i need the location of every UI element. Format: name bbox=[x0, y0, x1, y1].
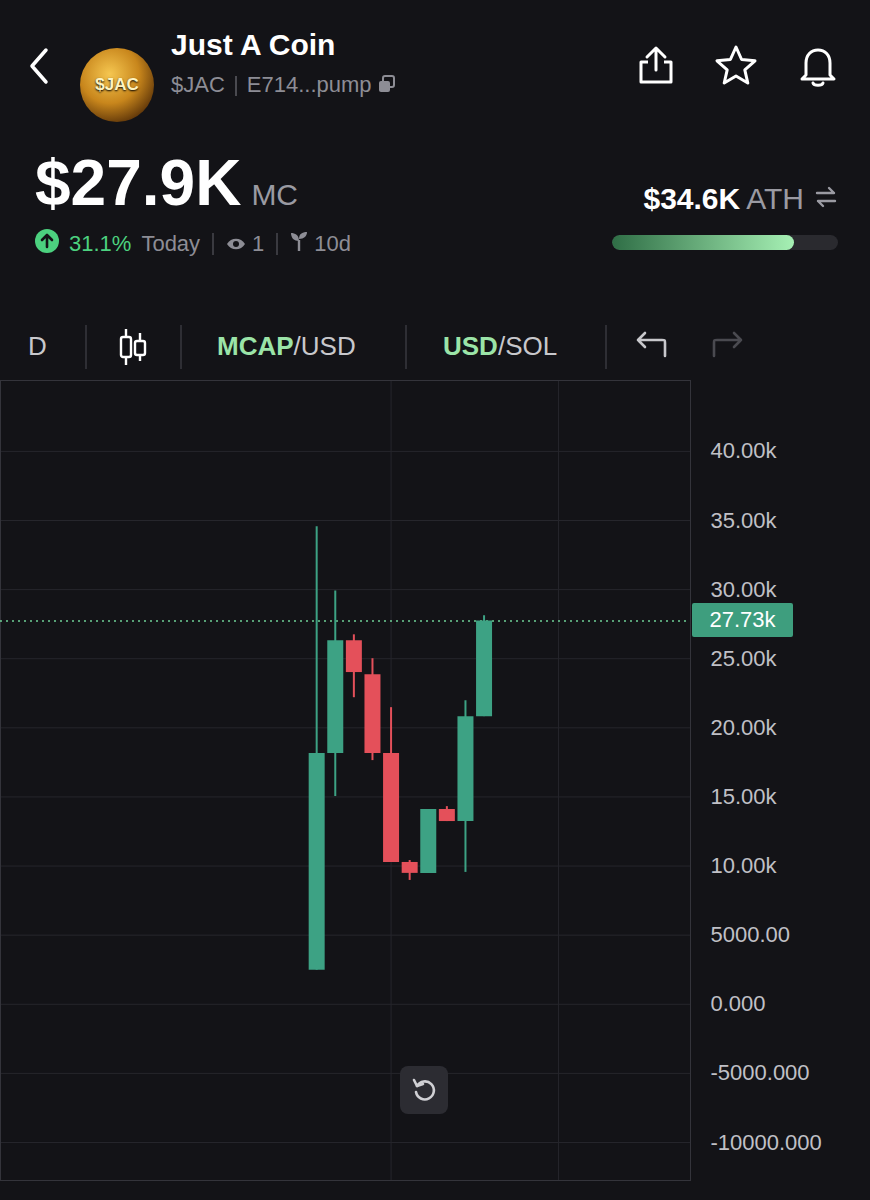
svg-text:-10000.000: -10000.000 bbox=[711, 1130, 822, 1155]
html-text:1: 1 bbox=[252, 231, 265, 256]
html-text:MC: MC bbox=[251, 178, 298, 211]
svg-text:25.00k: 25.00k bbox=[711, 646, 778, 671]
svg-text:20.00k: 20.00k bbox=[711, 715, 778, 740]
html-text:$JAC: $JAC bbox=[171, 72, 225, 97]
html-text:MCAP /USD: MCAP /USD bbox=[217, 331, 356, 361]
svg-text:30.00k: 30.00k bbox=[711, 577, 778, 602]
svg-text:-5000.000: -5000.000 bbox=[711, 1060, 810, 1085]
svg-text:15.00k: 15.00k bbox=[711, 784, 778, 809]
html-text:E714...pump: E714...pump bbox=[246, 72, 372, 97]
html-text:10d: 10d bbox=[314, 231, 352, 256]
svg-text:40.00k: 40.00k bbox=[711, 438, 778, 463]
html-text:$34.6K ATH: $34.6K ATH bbox=[643, 182, 804, 215]
html-text:Just A Coin: Just A Coin bbox=[171, 28, 336, 61]
html-text:Today: Today bbox=[141, 231, 201, 256]
html-text:D: D bbox=[28, 331, 47, 361]
svg-text:35.00k: 35.00k bbox=[711, 508, 778, 533]
html-text:$27.9K: $27.9K bbox=[35, 147, 242, 219]
html-text:27.73k: 27.73k bbox=[709, 607, 776, 633]
svg-text:10.00k: 10.00k bbox=[711, 853, 778, 878]
html-text:31.1%: 31.1% bbox=[69, 231, 132, 256]
svg-text:5000.00: 5000.00 bbox=[711, 922, 791, 947]
html-text:USD /SOL: USD /SOL bbox=[443, 331, 558, 361]
svg-text:0.000: 0.000 bbox=[711, 991, 766, 1016]
html-text:$JAC: $JAC bbox=[95, 75, 139, 94]
